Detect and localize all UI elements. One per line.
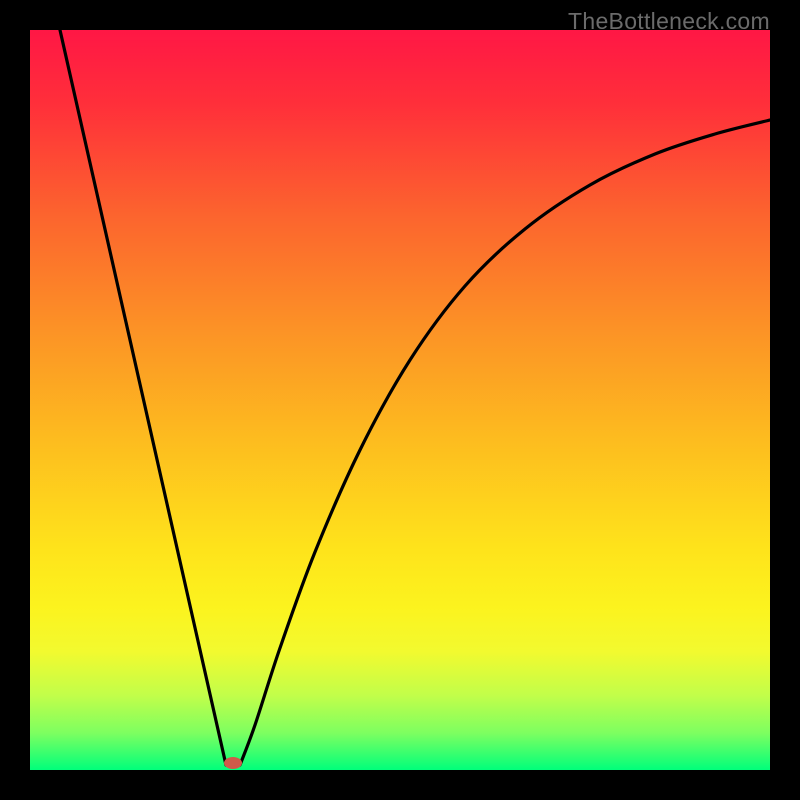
watermark-text: TheBottleneck.com	[568, 8, 770, 35]
chart-svg	[30, 30, 770, 770]
valley-marker	[224, 757, 242, 769]
plot-area	[30, 30, 770, 770]
chart-frame: TheBottleneck.com	[0, 0, 800, 800]
gradient-background	[30, 30, 770, 770]
